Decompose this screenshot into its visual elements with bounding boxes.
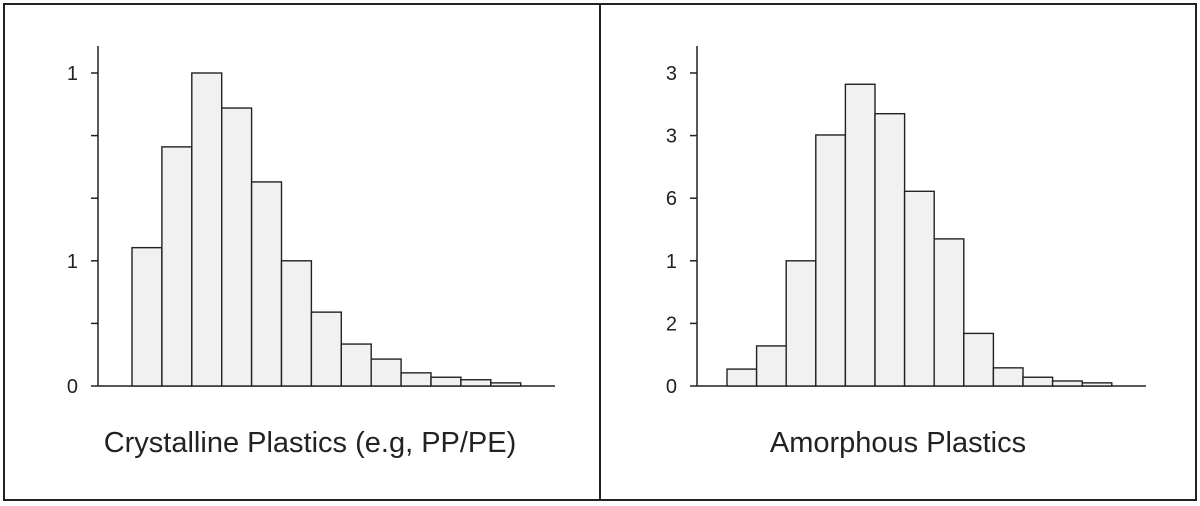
histogram-bar xyxy=(844,83,876,387)
histogram-bar xyxy=(1051,380,1083,387)
y-tick-label: 0 xyxy=(67,376,78,398)
chart-title: Amorphous Plastics xyxy=(770,427,1026,459)
histogram-bar xyxy=(785,260,817,387)
histogram-bar xyxy=(1022,376,1054,387)
histogram-bar xyxy=(191,72,223,387)
histogram-bar xyxy=(280,260,313,387)
y-tick-label: 3 xyxy=(666,126,677,148)
histogram-bar xyxy=(726,368,758,387)
histogram-bar xyxy=(161,146,193,387)
y-tick-label: 3 xyxy=(666,63,677,85)
histogram-bar xyxy=(400,372,432,387)
histogram-bar xyxy=(903,190,935,387)
histogram-bar xyxy=(340,343,372,387)
histogram-bar xyxy=(874,112,906,387)
y-tick-label: 1 xyxy=(666,251,677,273)
y-tick-label: 6 xyxy=(666,188,677,210)
histogram-bar xyxy=(963,332,995,387)
histogram-bar xyxy=(1081,382,1113,387)
amorphous-chart: 0 2 1 6 3 3 Amorphous Plastics xyxy=(666,46,1146,459)
chart-title: Crystalline Plastics (e.g, PP/PE) xyxy=(104,427,517,459)
histogram-bar xyxy=(755,345,787,387)
y-tick-label: 2 xyxy=(666,313,677,335)
histogram-bar xyxy=(310,311,342,387)
histogram-bar xyxy=(430,376,462,387)
histogram-bar xyxy=(460,379,492,387)
histogram-bar xyxy=(220,107,253,387)
histogram-bar xyxy=(250,181,283,387)
histogram-bar xyxy=(992,367,1024,387)
histogram-bar xyxy=(490,382,522,387)
crystalline-chart: 0 1 1 Crystalline Plastics (e.g, PP/PE) xyxy=(67,46,555,459)
histogram-bar xyxy=(933,238,965,387)
y-tick-label: 0 xyxy=(666,376,677,398)
histogram-bar xyxy=(131,246,163,387)
left-panel-frame xyxy=(3,3,601,501)
y-tick-label: 1 xyxy=(67,251,78,273)
histogram-bar xyxy=(370,358,402,387)
histogram-bar xyxy=(815,134,847,387)
y-tick-label: 1 xyxy=(67,63,78,85)
